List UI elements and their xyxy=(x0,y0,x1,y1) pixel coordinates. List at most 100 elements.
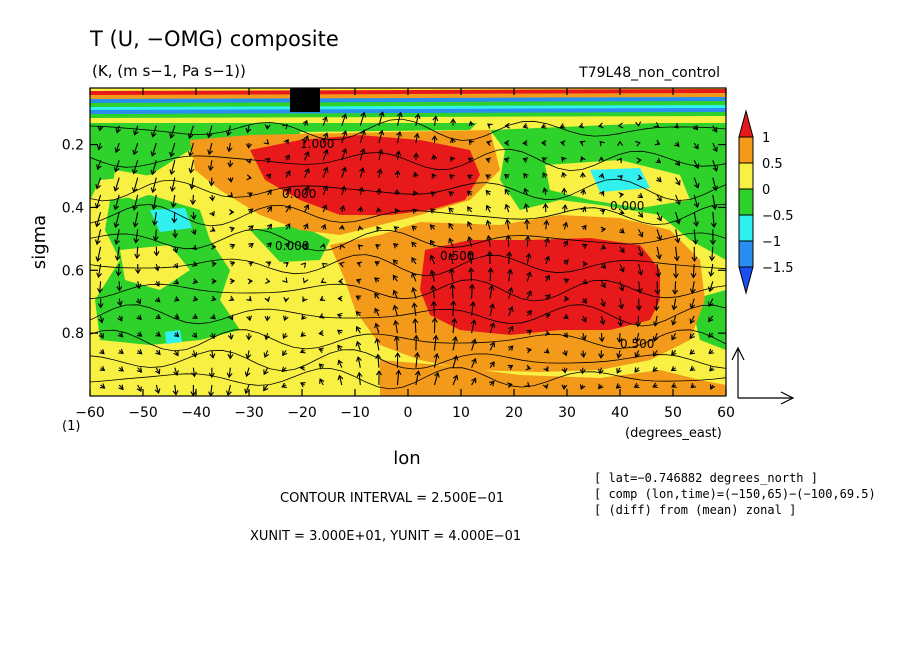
vector-arrow-head xyxy=(374,292,380,299)
vector-arrow-head xyxy=(132,149,139,156)
vector-arrow xyxy=(392,275,398,282)
vector-arrow-head xyxy=(411,225,418,231)
vector-arrow xyxy=(467,206,473,213)
vector-arrow-head xyxy=(374,322,380,329)
vector-arrow-head xyxy=(673,123,679,129)
vector-arrow xyxy=(451,284,454,299)
vector-arrow-head xyxy=(299,364,306,371)
vector-arrow-head xyxy=(619,266,625,273)
contour-label: 1.000 xyxy=(300,137,334,151)
vector-arrow-head xyxy=(245,335,252,341)
vector-arrow-head xyxy=(247,208,254,214)
vector-arrow-head xyxy=(266,242,272,248)
vector-arrow-head xyxy=(578,122,585,129)
vector-arrow-head xyxy=(113,222,120,229)
vector-arrow xyxy=(263,384,269,391)
vector-arrow-head xyxy=(637,212,644,218)
vector-arrow-head xyxy=(393,226,400,232)
vector-arrow-head xyxy=(360,111,367,118)
vector-arrow xyxy=(190,160,194,173)
vector-arrow xyxy=(525,203,528,213)
colorbar-bin xyxy=(738,266,754,295)
vector-arrow-head xyxy=(559,123,566,129)
vector-arrow-head xyxy=(413,132,420,139)
vector-arrow xyxy=(322,117,327,126)
field-dense-vectors xyxy=(290,88,320,112)
vector-arrow-head xyxy=(359,147,366,154)
vector-arrow xyxy=(469,252,473,265)
vector-arrow-head xyxy=(430,191,437,197)
vector-arrow-head xyxy=(374,307,380,314)
vector-arrow-head xyxy=(689,365,696,372)
vector-arrow xyxy=(133,160,139,174)
vector-arrow-head xyxy=(562,332,568,339)
vector-arrow xyxy=(526,219,528,230)
vector-arrow-head xyxy=(526,271,532,277)
vector-arrow-head xyxy=(95,256,102,263)
vector-arrow-head xyxy=(357,206,364,212)
vector-arrow xyxy=(689,332,695,339)
vector-arrow-head xyxy=(489,361,495,367)
vector-arrow-head xyxy=(118,366,124,372)
vector-arrow-head xyxy=(655,272,662,278)
vector-arrow-head xyxy=(504,188,510,195)
vector-arrow xyxy=(489,342,495,351)
vector-arrow-head xyxy=(452,335,458,342)
vector-arrow-head xyxy=(152,235,159,242)
vector-arrow-head xyxy=(563,259,569,265)
vector-arrow xyxy=(690,298,695,309)
field-cyan-west xyxy=(150,208,192,232)
vector-arrow-head xyxy=(448,237,454,244)
vector-arrow-head xyxy=(522,123,529,129)
vector-arrow xyxy=(155,263,159,271)
vector-arrow-head xyxy=(503,140,510,146)
vector-arrow-head xyxy=(563,240,569,246)
vector-arrow-head xyxy=(226,146,233,153)
vector-arrow xyxy=(378,112,384,126)
vector-arrow-head xyxy=(693,202,700,209)
vector-arrow-head xyxy=(674,237,681,244)
contour-label: 0.500 xyxy=(440,249,474,263)
vector-arrow-head xyxy=(656,215,663,222)
vector-arrow xyxy=(507,235,510,247)
vector-arrow-head xyxy=(374,337,381,344)
vector-arrow xyxy=(378,149,382,161)
vector-arrow-head xyxy=(635,321,642,328)
x-axis-label: lon xyxy=(393,448,420,469)
vector-arrow-head xyxy=(116,300,123,307)
vector-arrow xyxy=(430,255,436,265)
vector-arrow xyxy=(471,339,476,351)
vector-arrow xyxy=(341,148,347,161)
vector-arrow-head xyxy=(689,303,696,310)
vector-arrow xyxy=(359,112,365,126)
vector-arrow-head xyxy=(113,166,120,173)
vector-arrow-head xyxy=(671,334,677,341)
vector-arrow-head xyxy=(598,353,605,359)
vector-arrow xyxy=(708,315,714,322)
vector-arrow-head xyxy=(95,183,101,190)
vector-arrow-head xyxy=(154,297,161,303)
vector-arrow-head xyxy=(150,169,157,176)
vector-arrow xyxy=(155,384,160,394)
contour-label: 0.000 xyxy=(275,239,309,253)
vector-arrow xyxy=(656,194,662,202)
vector-arrow-head xyxy=(375,207,382,213)
vector-arrow xyxy=(264,350,269,358)
vector-arrow-head xyxy=(542,187,548,193)
vector-arrow-head xyxy=(450,118,457,124)
vector-arrow-head xyxy=(394,189,401,195)
chart-subtitle: (K, (m s−1, Pa s−1)) xyxy=(92,62,246,80)
vector-arrow-head xyxy=(323,149,329,155)
vector-arrow-head xyxy=(284,242,290,248)
vector-arrow-head xyxy=(304,167,310,174)
vector-arrow-head xyxy=(485,157,492,164)
vector-arrow xyxy=(227,384,231,396)
vector-arrow-head xyxy=(376,187,382,194)
vector-arrow xyxy=(189,142,194,156)
vector-arrow-head xyxy=(544,274,550,281)
colorbar: 1 0.5 0 −0.5 −1 −1.5 xyxy=(738,109,794,295)
vector-arrow-head xyxy=(489,380,495,387)
vector-arrow xyxy=(486,205,491,213)
vector-arrow-head xyxy=(709,365,715,372)
vector-arrow xyxy=(170,142,176,157)
